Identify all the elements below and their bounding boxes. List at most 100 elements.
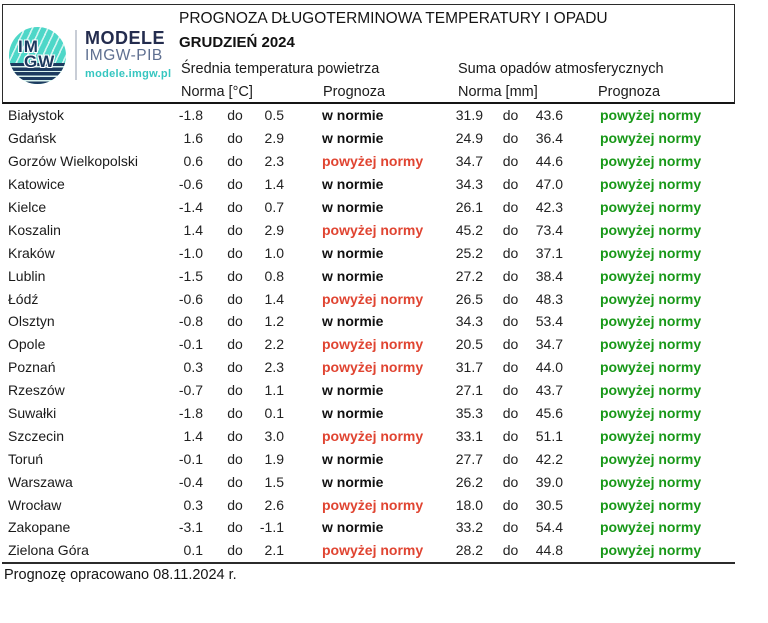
temp-norm-low: -0.4 [178, 473, 203, 490]
precip-norm-low: 34.3 [455, 313, 483, 330]
precip-forecast-status: powyżej normy [600, 382, 702, 399]
city-name: Opole [8, 336, 46, 353]
temp-norm-low: 0.3 [183, 359, 203, 376]
precip-norm-high: 39.0 [535, 473, 563, 490]
temp-norm-low: 0.1 [183, 542, 203, 559]
precip-norm-high: 53.4 [535, 313, 563, 330]
temp-norm-low: -1.8 [178, 107, 203, 124]
precip-range-separator: do [502, 153, 519, 170]
precip-norm-low: 28.2 [455, 542, 483, 559]
temp-range-separator: do [227, 153, 243, 170]
precip-forecast-status: powyżej normy [600, 519, 702, 536]
precip-norm-high: 51.1 [535, 427, 563, 444]
table-row: Zakopane -3.1 do -1.1 w normie 33.2 do 5… [0, 516, 735, 539]
table-row: Kraków -1.0 do 1.0 w normie 25.2 do 37.1… [0, 241, 735, 264]
imgw-globe-icon [9, 27, 66, 84]
table-row: Rzeszów -0.7 do 1.1 w normie 27.1 do 43.… [0, 379, 735, 402]
page-title: PROGNOZA DŁUGOTERMINOWA TEMPERATURY I OP… [179, 10, 608, 27]
precip-norm-high: 42.3 [535, 199, 563, 215]
temp-norm-high: 0.1 [264, 405, 284, 422]
temp-norm-high: 1.5 [264, 473, 284, 490]
table-row: Koszalin 1.4 do 2.9 powyżej normy 45.2 d… [0, 218, 735, 241]
temp-norm-high: 1.4 [264, 290, 284, 307]
city-name: Zakopane [8, 519, 71, 536]
precip-norm-low: 27.7 [455, 450, 483, 467]
temp-prognoza-column-header: Prognoza [323, 84, 386, 100]
table-row: Opole -0.1 do 2.2 powyżej normy 20.5 do … [0, 333, 735, 356]
temp-forecast-status: w normie [322, 199, 384, 215]
precip-range-separator: do [502, 107, 519, 124]
precip-norm-high: 30.5 [535, 496, 563, 513]
imgw-globe-letters: IM GW [9, 26, 66, 83]
precip-norm-high: 38.4 [535, 267, 563, 284]
temp-norm-low: 1.4 [183, 427, 203, 444]
precip-norm-low: 18.0 [455, 496, 483, 513]
temp-range-separator: do [227, 542, 243, 559]
temp-norm-high: 2.3 [264, 153, 284, 170]
precip-forecast-status: powyżej normy [600, 450, 702, 467]
precip-norm-low: 26.5 [455, 290, 483, 307]
precip-norm-low: 34.7 [455, 153, 483, 170]
brand-imgw-pib: IMGW-PIB [85, 47, 163, 65]
precip-forecast-status: powyżej normy [600, 221, 702, 238]
city-name: Kielce [8, 199, 47, 215]
temp-norm-high: -1.1 [259, 519, 284, 536]
temp-norm-low: -0.6 [178, 290, 203, 307]
precip-norm-low: 24.9 [455, 130, 483, 147]
temp-norm-high: 0.5 [264, 107, 284, 124]
temp-norm-high: 0.7 [264, 199, 284, 215]
temp-norm-high: 1.9 [264, 450, 284, 467]
precip-range-separator: do [502, 313, 519, 330]
header-section: IM GW MODELE IMGW-PIB modele.imgw.pl PRO… [2, 4, 735, 104]
city-name: Warszawa [8, 473, 73, 490]
page-subtitle-month: GRUDZIEŃ 2024 [179, 34, 295, 51]
precip-norm-high: 44.6 [535, 153, 563, 170]
temp-range-separator: do [227, 382, 243, 399]
temp-norm-high: 2.9 [264, 130, 284, 147]
precip-range-separator: do [502, 336, 519, 353]
precip-range-separator: do [502, 176, 519, 193]
precip-norm-low: 26.1 [455, 199, 483, 215]
precip-norm-low: 25.2 [455, 244, 483, 261]
temp-forecast-status: w normie [322, 450, 384, 467]
precip-norm-low: 26.2 [455, 473, 483, 490]
table-row: Kielce -1.4 do 0.7 w normie 26.1 do 42.3… [0, 196, 735, 219]
temp-range-separator: do [227, 313, 243, 330]
precip-range-separator: do [502, 244, 519, 261]
temp-range-separator: do [227, 359, 243, 376]
city-name: Olsztyn [8, 313, 55, 330]
city-name: Łódź [8, 290, 39, 307]
table-row: Toruń -0.1 do 1.9 w normie 27.7 do 42.2 … [0, 447, 735, 470]
precip-range-separator: do [502, 450, 519, 467]
precip-forecast-status: powyżej normy [600, 244, 702, 261]
temp-range-separator: do [227, 519, 243, 536]
precip-forecast-status: powyżej normy [600, 473, 702, 490]
temp-forecast-status: powyżej normy [322, 336, 424, 353]
precip-norm-high: 47.0 [535, 176, 563, 193]
precip-forecast-status: powyżej normy [600, 313, 702, 330]
temp-forecast-status: w normie [322, 473, 384, 490]
precip-norm-low: 31.9 [455, 107, 483, 124]
temp-range-separator: do [227, 496, 243, 513]
precip-norm-high: 42.2 [535, 450, 563, 467]
precip-norm-low: 31.7 [455, 359, 483, 376]
precip-range-separator: do [502, 267, 519, 284]
imgw-globe-waves [9, 63, 66, 84]
precip-range-separator: do [502, 542, 519, 559]
temp-norm-high: 1.0 [264, 244, 284, 261]
table-row: Suwałki -1.8 do 0.1 w normie 35.3 do 45.… [0, 402, 735, 425]
temp-forecast-status: w normie [322, 130, 384, 147]
temp-forecast-status: w normie [322, 405, 384, 422]
temp-forecast-status: powyżej normy [322, 496, 424, 513]
temp-norm-low: -1.0 [178, 244, 203, 261]
precip-forecast-status: powyżej normy [600, 405, 702, 422]
city-name: Gorzów Wielkopolski [8, 153, 138, 170]
temp-norm-low: -1.5 [178, 267, 203, 284]
city-name: Suwałki [8, 405, 57, 422]
city-name: Gdańsk [8, 130, 57, 147]
city-name: Toruń [8, 450, 44, 467]
precip-forecast-status: powyżej normy [600, 267, 702, 284]
temp-range-separator: do [227, 130, 243, 147]
precip-norm-high: 45.6 [535, 405, 563, 422]
city-name: Białystok [8, 107, 65, 124]
